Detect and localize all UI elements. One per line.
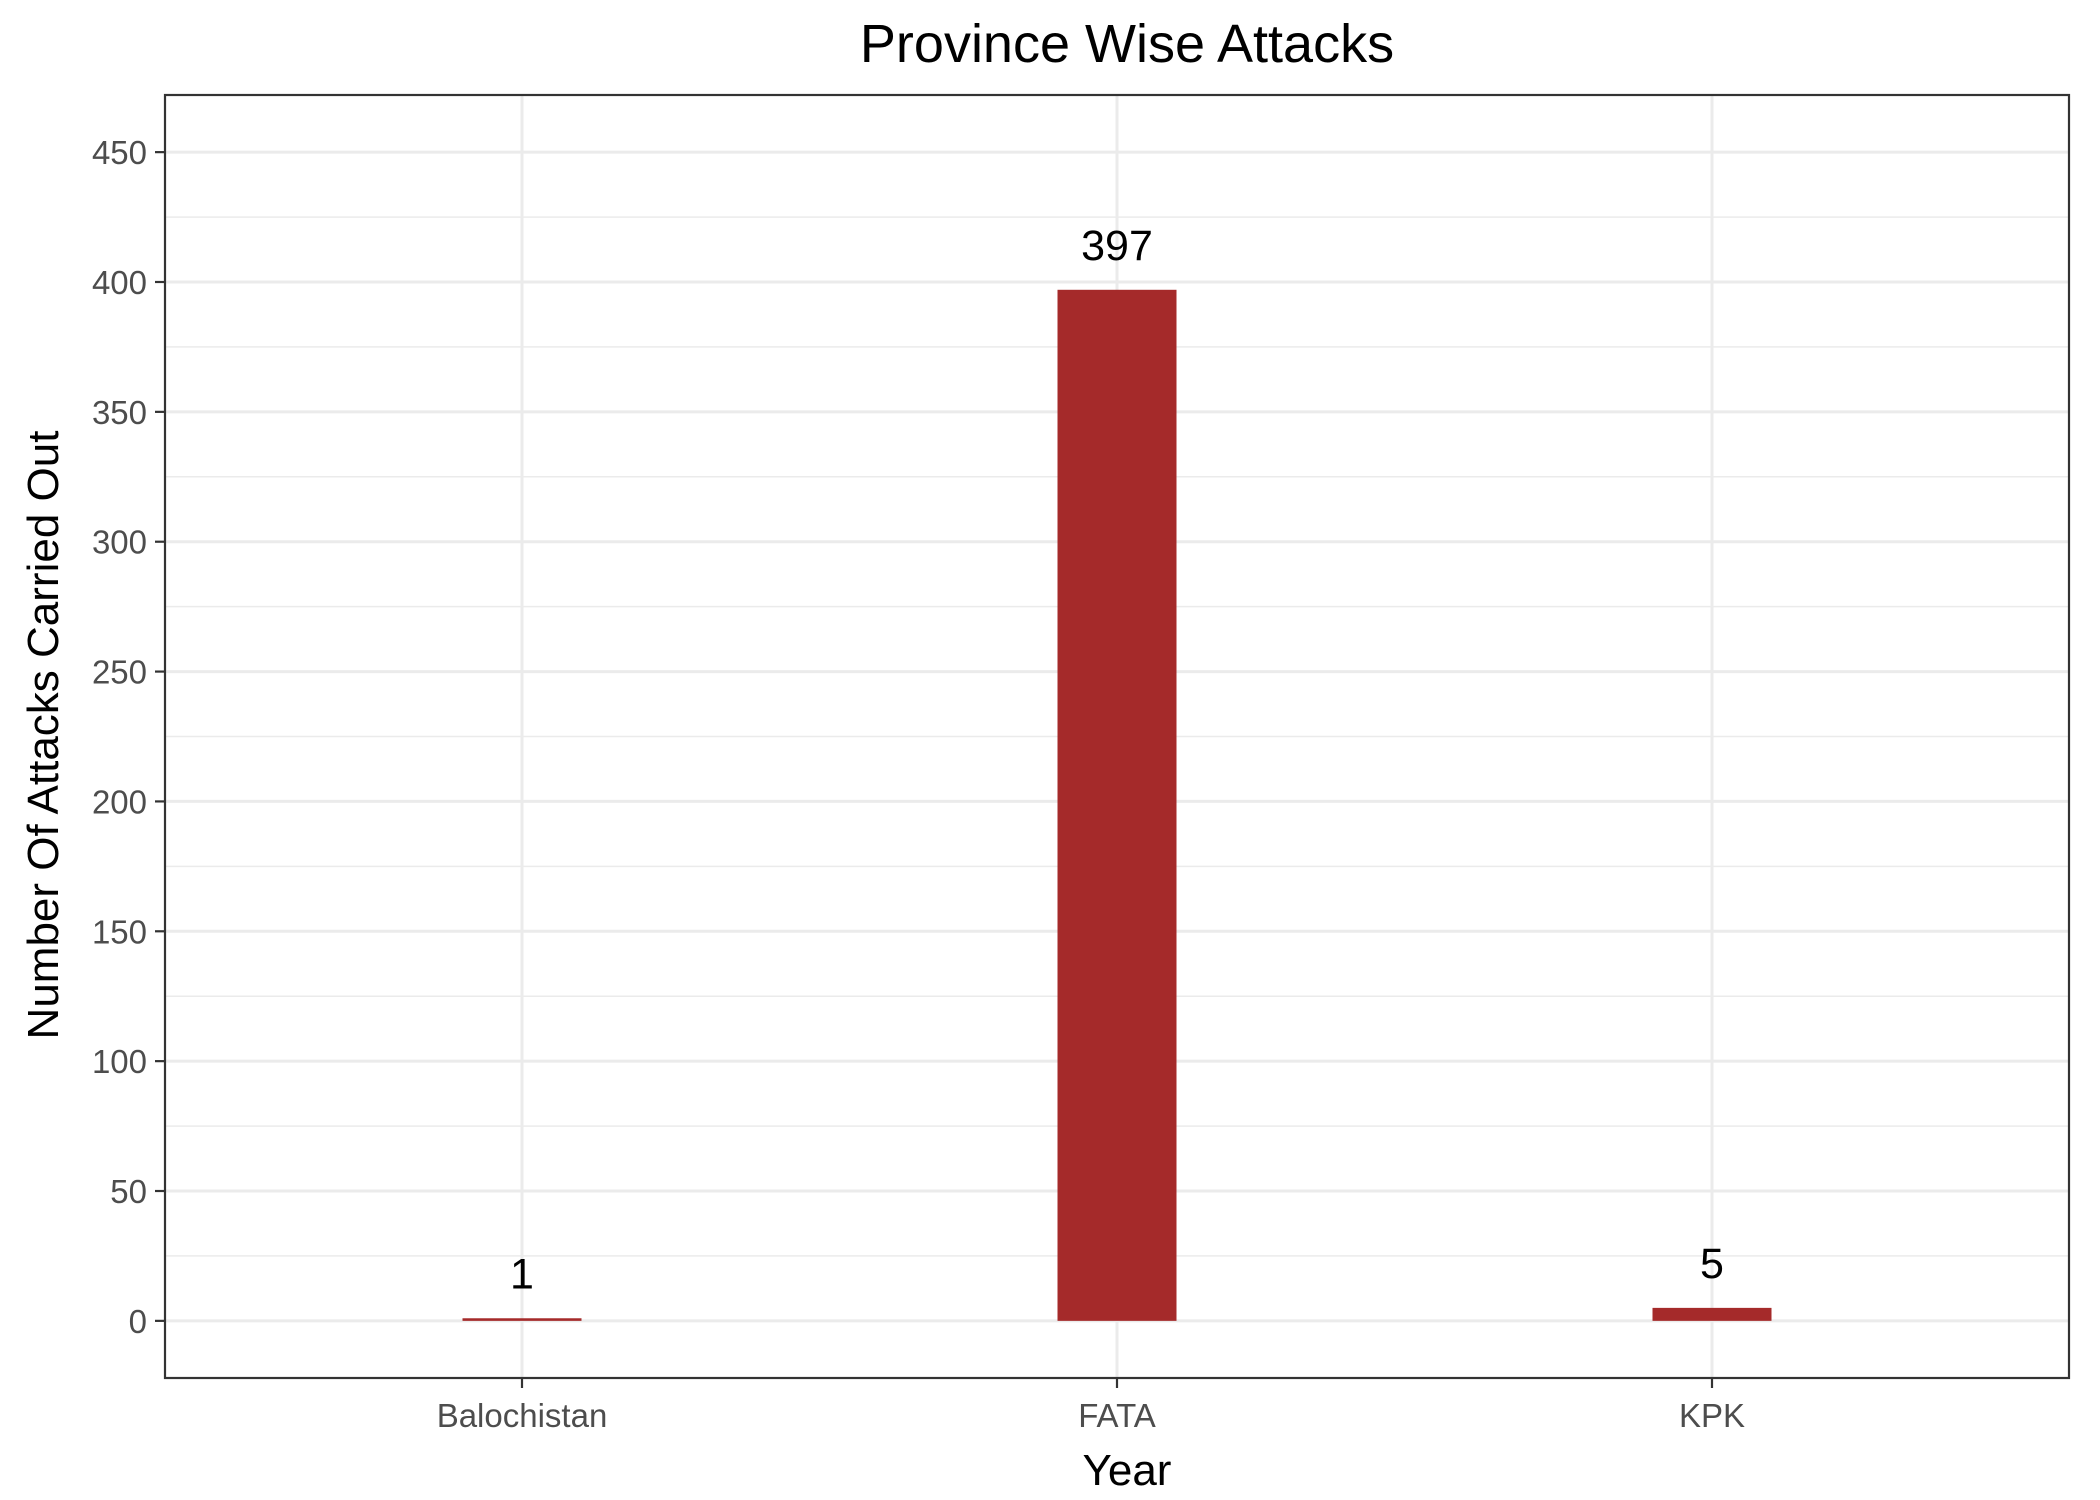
x-axis-title: Year [1083,1446,1172,1495]
y-tick-label: 250 [92,654,147,691]
y-tick-label: 200 [92,783,147,820]
data-labels: 1 397 5 [510,222,1724,1298]
x-tick-label: Balochistan [437,1397,608,1434]
bar-fata [1057,289,1177,1321]
y-tick-label: 50 [110,1173,147,1210]
y-tick-label: 300 [92,524,147,561]
y-tick-label: 100 [92,1043,147,1080]
y-tick-label: 400 [92,264,147,301]
data-label: 397 [1081,222,1153,270]
bar-kpk [1652,1307,1772,1321]
data-label: 5 [1700,1240,1724,1288]
data-label: 1 [510,1250,534,1298]
y-tick-label: 450 [92,134,147,171]
x-tick-label: KPK [1679,1397,1745,1434]
chart-title: Province Wise Attacks [860,14,1394,74]
bars [462,289,1772,1321]
x-tick-label: FATA [1078,1397,1156,1434]
bar-balochistan [462,1318,582,1321]
y-tick-label: 0 [129,1303,147,1340]
axes: 0 50 100 150 200 250 300 350 400 450 Balochistan FA… [92,134,1745,1434]
y-tick-label: 150 [92,913,147,950]
y-axis-title: Number Of Attacks Carried Out [19,431,68,1040]
y-tick-label: 350 [92,394,147,431]
